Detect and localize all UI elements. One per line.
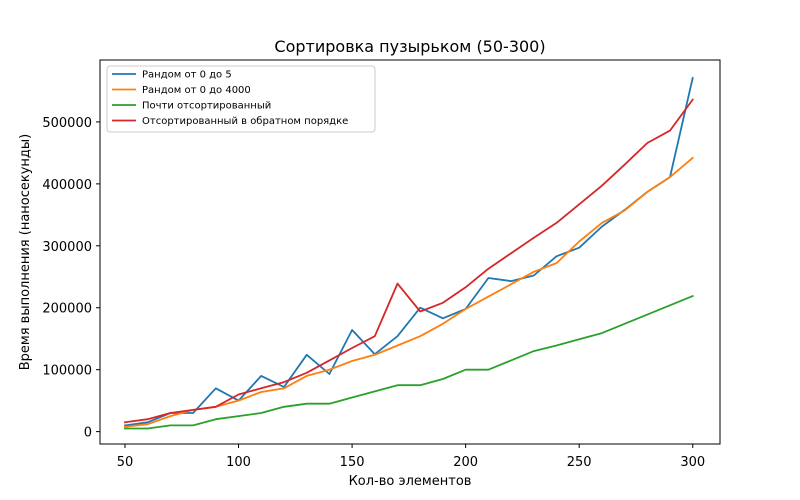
axes-frame [99,59,721,445]
axis-ticks: 50 100 150 200 250 300 0 100000 200000 300000 4000… [42,116,705,470]
chart-title: Сортировка пузырьком (50-300) [274,37,545,56]
series-group [123,76,694,430]
series-line-4 [123,98,694,424]
x-tick-label: 300 [680,455,705,470]
series-line-1 [123,76,694,427]
y-tick-label: 400000 [42,178,92,193]
x-tick-label: 200 [453,455,478,470]
x-tick-label: 100 [226,455,251,470]
x-tick-label: 250 [567,455,592,470]
legend: Рандом от 0 до 5 Рандом от 0 до 4000 Почти… [106,65,376,133]
y-tick-label: 200000 [42,302,92,317]
y-tick-label: 300000 [42,240,92,255]
y-axis-label: Время выполнения (наносекунды) [18,134,33,371]
x-axis-label: Кол-во элементов [349,474,472,489]
legend-entry: Рандом от 0 до 5 [142,70,232,81]
y-tick-label: 500000 [42,116,92,131]
legend-entry: Рандом от 0 до 4000 [142,85,251,96]
y-tick-label: 0 [84,426,92,441]
y-tick-label: 100000 [42,364,92,379]
x-tick-label: 50 [117,455,134,470]
legend-entry: Почти отсортированный [142,101,271,112]
series-line-3 [124,294,694,430]
legend-box [106,65,376,133]
x-tick-label: 150 [340,455,365,470]
legend-entry: Отсортированный в обратном порядке [142,116,348,127]
